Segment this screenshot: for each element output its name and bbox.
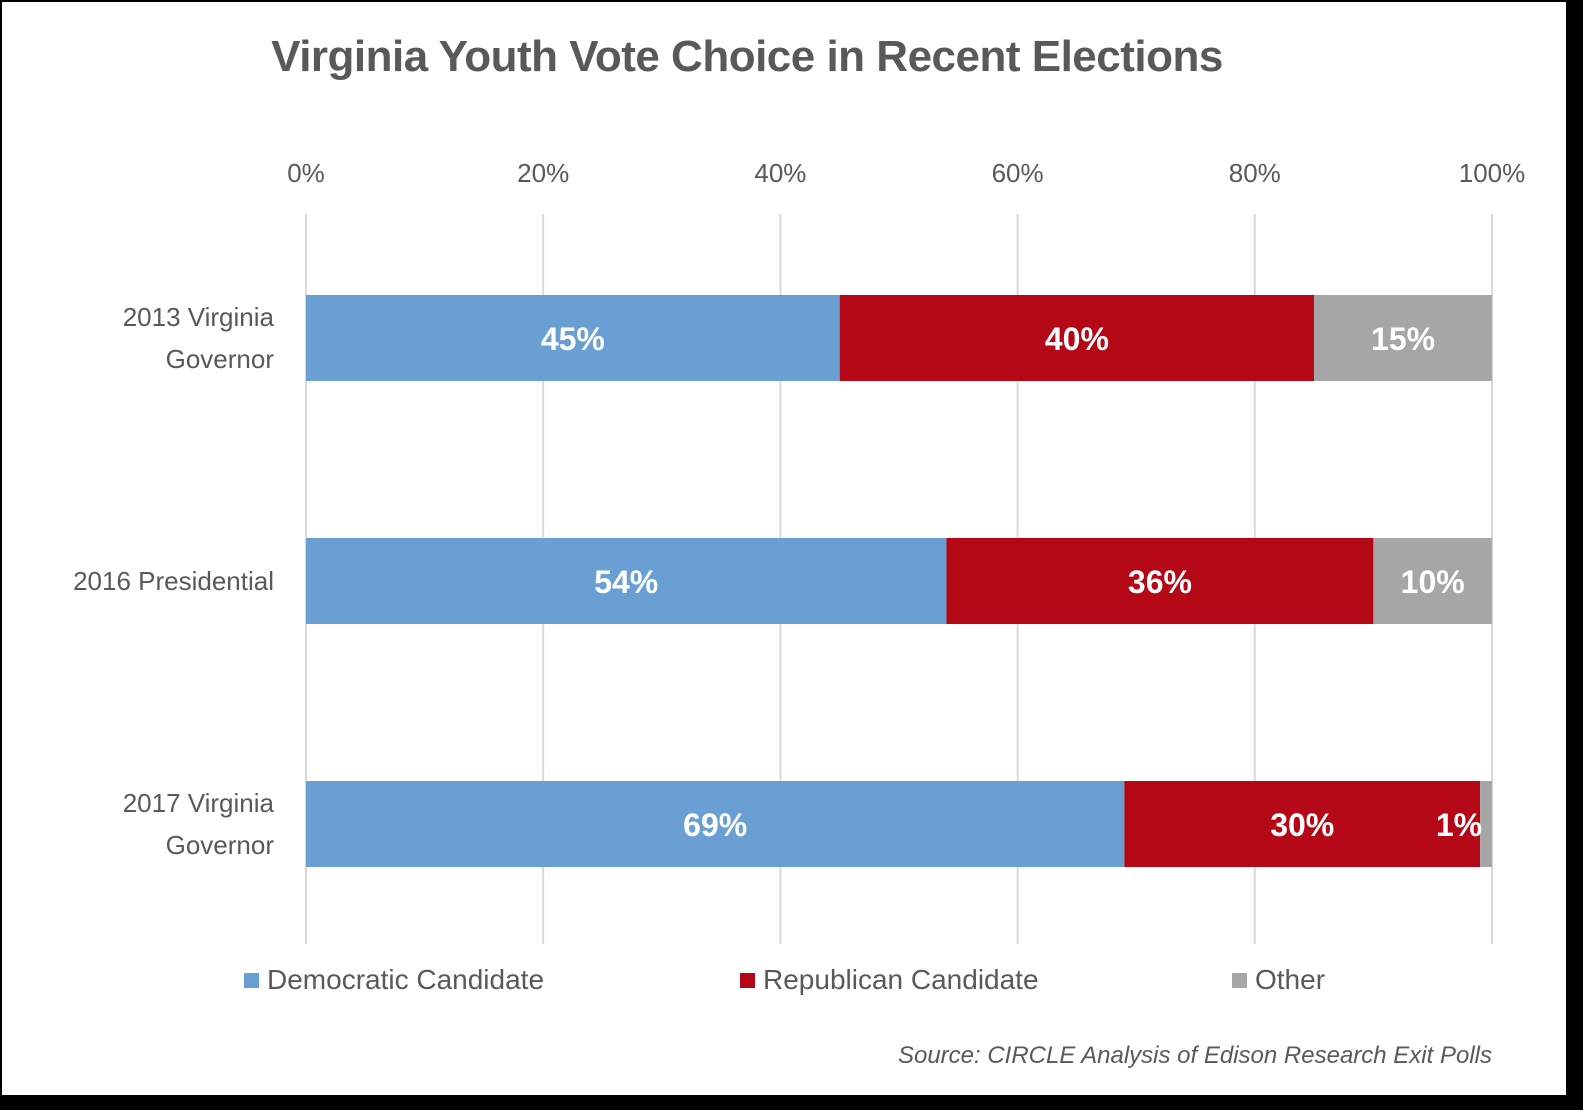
bar-segment: [1314, 295, 1492, 381]
bar-segment: [306, 781, 1125, 867]
data-label: 15%: [1371, 321, 1435, 357]
data-label: 45%: [541, 321, 605, 357]
bar-segment: [839, 295, 1315, 381]
category-label: 2017 Virginia: [123, 788, 275, 818]
x-tick-label: 20%: [517, 158, 569, 188]
data-label: 1%: [1436, 807, 1482, 843]
x-tick-label: 100%: [1459, 158, 1526, 188]
chart-title: Virginia Youth Vote Choice in Recent Ele…: [271, 32, 1223, 81]
data-label: 30%: [1270, 807, 1334, 843]
x-tick-label: 80%: [1229, 158, 1281, 188]
legend-label: Republican Candidate: [763, 964, 1039, 995]
legend-item: Other: [1232, 964, 1325, 996]
category-label: Governor: [166, 344, 275, 374]
chart-frame: Virginia Youth Vote Choice in Recent Ele…: [2, 2, 1567, 1095]
data-label: 40%: [1045, 321, 1109, 357]
x-tick-label: 60%: [992, 158, 1044, 188]
data-label: 36%: [1128, 564, 1192, 600]
legend-label: Democratic Candidate: [267, 964, 545, 995]
legend-swatch: [1232, 972, 1247, 988]
category-label: Governor: [166, 830, 275, 860]
x-tick-label: 40%: [754, 158, 806, 188]
data-label: 69%: [683, 807, 747, 843]
bar-segment: [306, 538, 947, 624]
bar-segment: [1373, 538, 1492, 624]
bar-segment: [1480, 781, 1492, 867]
bar-segment: [946, 538, 1374, 624]
data-label: 10%: [1401, 564, 1465, 600]
legend-swatch: [740, 972, 755, 988]
legend-item: Republican Candidate: [740, 964, 1039, 996]
category-label: 2013 Virginia: [123, 302, 275, 332]
source-note: Source: CIRCLE Analysis of Edison Resear…: [897, 1042, 1492, 1069]
legend-label: Other: [1255, 964, 1326, 995]
legend-swatch: [244, 972, 259, 988]
plot-area: 0% 20% 40% 60% 80% 100% 2013 Virginia Governor 4…: [73, 158, 1526, 944]
bar-segment: [306, 295, 840, 381]
legend-item: Democratic Candidate: [244, 964, 544, 996]
category-label: 2016 Presidential: [73, 566, 274, 596]
data-label: 54%: [594, 564, 658, 600]
x-tick-label: 0%: [287, 158, 325, 188]
bar-segment: [1124, 781, 1481, 867]
